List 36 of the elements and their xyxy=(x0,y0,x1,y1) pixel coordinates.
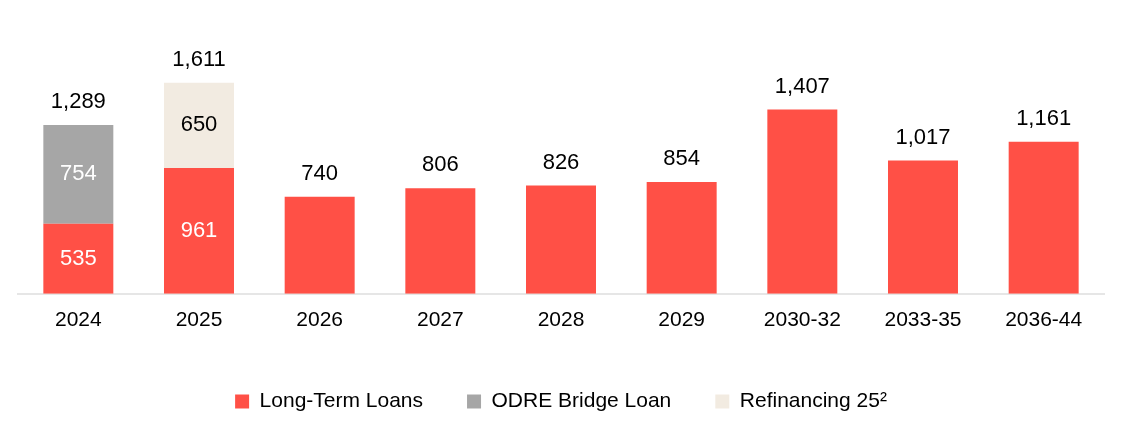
bar xyxy=(43,124,114,224)
total-label: 1,611 xyxy=(172,45,226,71)
bar xyxy=(767,109,838,294)
bar xyxy=(284,196,355,294)
total-label: 1,017 xyxy=(895,123,951,149)
bar xyxy=(526,185,596,294)
x-tick-label: 2030-32 xyxy=(763,307,841,331)
bar xyxy=(43,223,114,294)
bar xyxy=(1008,141,1079,294)
x-tick-label: 2028 xyxy=(537,307,585,331)
total-label: 1,289 xyxy=(50,88,106,113)
x-tick-label: 2024 xyxy=(54,307,103,331)
bar xyxy=(405,188,476,294)
data-label: 535 xyxy=(59,244,97,270)
total-label: 740 xyxy=(301,159,339,185)
bar xyxy=(164,167,234,294)
x-tick-label: 2033-35 xyxy=(884,307,962,331)
x-tick-label: 2029 xyxy=(658,307,706,331)
x-tick-label: 2026 xyxy=(296,307,344,331)
total-label: 1,161 xyxy=(1016,104,1072,130)
data-label: 961 xyxy=(180,216,218,242)
bar xyxy=(888,160,958,294)
legend-label: ODRE Bridge Loan xyxy=(491,388,672,412)
total-label: 1,407 xyxy=(774,72,830,98)
total-label: 854 xyxy=(663,144,701,170)
total-label: 826 xyxy=(542,148,580,174)
data-label: 650 xyxy=(180,111,218,137)
bar xyxy=(646,181,717,294)
legend-label: Long-Term Loans xyxy=(259,388,424,412)
x-tick-label: 2036-44 xyxy=(1005,307,1083,331)
bar xyxy=(164,82,234,168)
total-label: 806 xyxy=(421,151,459,177)
data-label: 754 xyxy=(59,160,97,186)
x-tick-label: 2027 xyxy=(416,307,464,331)
x-tick-label: 2025 xyxy=(175,307,223,331)
legend-label: Refinancing 25² xyxy=(739,388,887,412)
